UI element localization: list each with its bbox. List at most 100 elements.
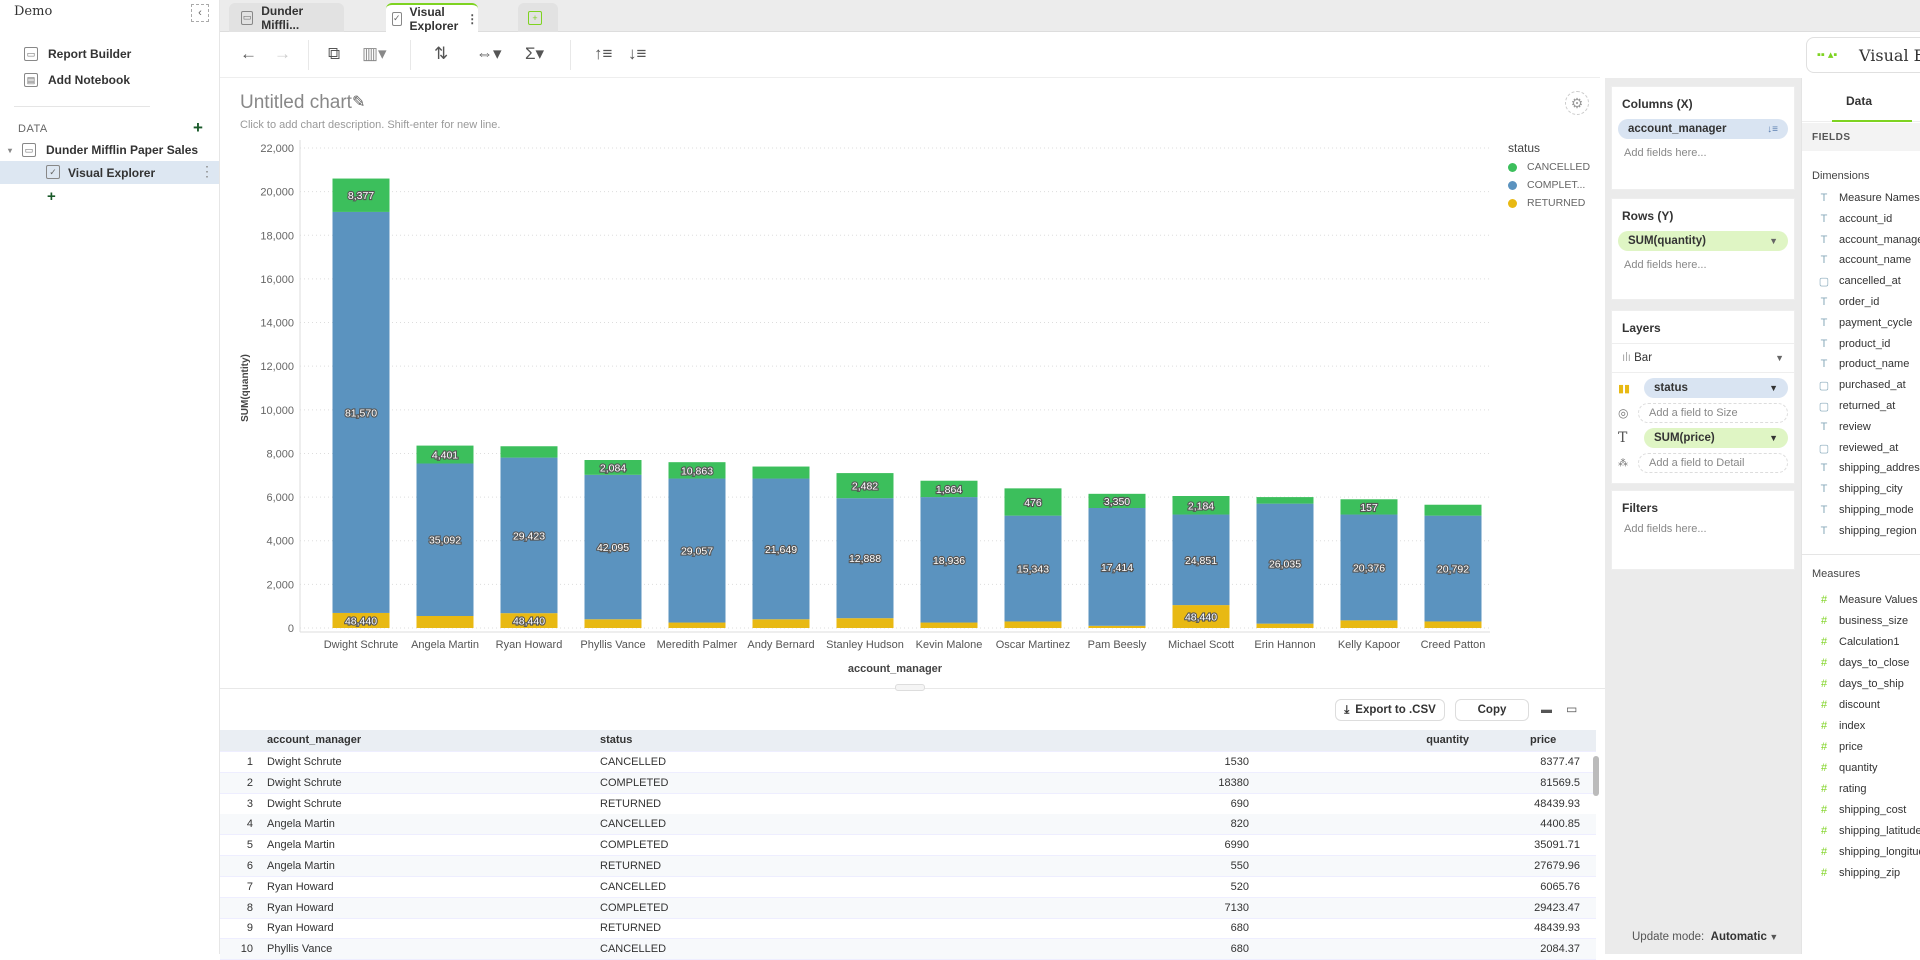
nav-report-builder[interactable]: ▭ Report Builder: [24, 47, 131, 61]
chart-settings-gear-icon[interactable]: ⚙: [1565, 91, 1589, 115]
more-options-icon[interactable]: ⋮: [200, 163, 214, 179]
sort-icon[interactable]: ↓≡: [1767, 123, 1778, 135]
bar-segment-cancelled[interactable]: [836, 473, 894, 499]
measure-field[interactable]: # rating: [1818, 783, 1867, 795]
table-row[interactable]: 7 Ryan Howard CANCELLED 520 6065.76: [220, 877, 1596, 898]
measure-field[interactable]: # days_to_ship: [1818, 678, 1904, 690]
detail-drop-zone[interactable]: Add a field to Detail: [1638, 453, 1788, 473]
bar-segment-completed[interactable]: [584, 474, 642, 620]
bar-segment-completed[interactable]: [668, 478, 726, 623]
collapse-sidebar-button[interactable]: ‹: [191, 4, 209, 22]
bar-segment-completed[interactable]: [1004, 515, 1062, 622]
bar-segment-completed[interactable]: [752, 478, 810, 620]
drop-placeholder[interactable]: Add fields here...: [1624, 523, 1707, 535]
bar-segment-cancelled[interactable]: [332, 178, 390, 212]
dimension-field[interactable]: ▢ returned_at: [1818, 400, 1895, 413]
table-row[interactable]: 1 Dwight Schrute CANCELLED 1530 8377.47: [220, 752, 1596, 773]
rows-field-pill[interactable]: SUM(quantity) ▼: [1618, 231, 1788, 251]
bar-segment-returned[interactable]: [332, 612, 390, 628]
bar-segment-completed[interactable]: [1088, 508, 1146, 626]
bar-segment-completed[interactable]: [1340, 514, 1398, 621]
table-row[interactable]: 6 Angela Martin RETURNED 550 27679.96: [220, 856, 1596, 877]
tree-item-dataset[interactable]: ▾ ▭ Dunder Mifflin Paper Sales: [8, 143, 198, 157]
bar-segment-completed[interactable]: [920, 497, 978, 623]
measure-field[interactable]: # days_to_close: [1818, 657, 1909, 669]
aggregate-icon[interactable]: Σ▾: [525, 44, 545, 63]
measure-field[interactable]: # shipping_zip: [1818, 867, 1900, 879]
bar-segment-completed[interactable]: [332, 211, 390, 613]
bar-segment-returned[interactable]: [668, 622, 726, 628]
undo-icon[interactable]: ←: [240, 44, 257, 63]
measure-field[interactable]: # index: [1818, 720, 1865, 732]
dimension-field[interactable]: ▢ purchased_at: [1818, 379, 1906, 392]
bar-segment-returned[interactable]: [920, 622, 978, 628]
chart-title[interactable]: Untitled chart: [240, 92, 352, 113]
bar-segment-cancelled[interactable]: [668, 462, 726, 479]
copy-button[interactable]: Copy: [1455, 699, 1529, 721]
more-options-icon[interactable]: ⋮: [466, 11, 479, 26]
sort-ascending-icon[interactable]: ↑≡: [594, 44, 613, 63]
measure-field[interactable]: # shipping_cost: [1818, 804, 1906, 816]
clear-chart-icon[interactable]: ▥▾: [362, 44, 387, 63]
bar-segment-completed[interactable]: [416, 463, 474, 616]
maximize-icon[interactable]: ▭: [1566, 702, 1578, 716]
table-row[interactable]: 4 Angela Martin CANCELLED 820 4400.85: [220, 814, 1596, 836]
bar-segment-returned[interactable]: [500, 613, 558, 628]
table-scrollbar[interactable]: [1593, 756, 1599, 796]
color-field-pill[interactable]: status ▼: [1644, 378, 1788, 398]
table-row[interactable]: 10 Phyllis Vance CANCELLED 680 2084.37: [220, 939, 1596, 960]
bar-segment-cancelled[interactable]: [584, 460, 642, 475]
table-row[interactable]: 8 Ryan Howard COMPLETED 7130 29423.47: [220, 897, 1596, 919]
export-csv-button[interactable]: ⤓ Export to .CSV: [1335, 699, 1445, 721]
columns-field-pill[interactable]: account_manager ↓≡: [1618, 119, 1788, 139]
label-field-pill[interactable]: SUM(price) ▼: [1644, 428, 1788, 448]
drop-placeholder[interactable]: Add fields here...: [1624, 147, 1707, 159]
bar-segment-completed[interactable]: [1172, 514, 1230, 606]
nav-add-notebook[interactable]: ▤ Add Notebook: [24, 73, 130, 87]
measure-field[interactable]: # Measure Values: [1818, 594, 1918, 606]
bar-segment-cancelled[interactable]: [1340, 499, 1398, 515]
bar-segment-cancelled[interactable]: [920, 480, 978, 498]
size-drop-zone[interactable]: Add a field to Size: [1638, 403, 1788, 423]
bar-segment-cancelled[interactable]: [1088, 493, 1146, 508]
dimension-field[interactable]: ▢ cancelled_at: [1818, 275, 1901, 288]
legend-item-completed[interactable]: COMPLET...: [1508, 179, 1590, 191]
legend-item-returned[interactable]: RETURNED: [1508, 197, 1590, 209]
bar-segment-cancelled[interactable]: [1172, 496, 1230, 515]
bar-segment-cancelled[interactable]: [1424, 504, 1482, 516]
update-mode-select[interactable]: Automatic: [1710, 931, 1767, 943]
bar-segment-completed[interactable]: [1424, 515, 1482, 622]
bar-segment-returned[interactable]: [1424, 621, 1482, 628]
table-row[interactable]: 5 Angela Martin COMPLETED 6990 35091.71: [220, 835, 1596, 857]
bar-segment-completed[interactable]: [500, 457, 558, 614]
measure-field[interactable]: # shipping_latitude: [1818, 825, 1920, 837]
bar-segment-completed[interactable]: [836, 498, 894, 619]
sort-descending-icon[interactable]: ↓≡: [628, 44, 647, 63]
bar-segment-returned[interactable]: [584, 619, 642, 628]
bar-segment-returned[interactable]: [416, 616, 474, 628]
bar-segment-returned[interactable]: [1340, 620, 1398, 628]
column-header[interactable]: status: [600, 734, 633, 746]
bar-segment-returned[interactable]: [1088, 625, 1146, 628]
column-header[interactable]: price: [1530, 734, 1557, 746]
table-row[interactable]: 2 Dwight Schrute COMPLETED 18380 81569.5: [220, 772, 1596, 794]
fit-icon[interactable]: ⇔▾: [476, 44, 502, 63]
chart-description[interactable]: Click to add chart description. Shift-en…: [240, 119, 501, 131]
dimension-field[interactable]: T Measure Names: [1818, 192, 1920, 204]
redo-icon[interactable]: →: [274, 44, 291, 63]
edit-pencil-icon[interactable]: ✎: [352, 94, 366, 111]
new-tab-button[interactable]: +: [518, 3, 558, 32]
bar-segment-cancelled[interactable]: [500, 446, 558, 458]
bar-segment-returned[interactable]: [1172, 605, 1230, 628]
measure-field[interactable]: # Calculation1: [1818, 636, 1900, 648]
bar-segment-cancelled[interactable]: [1256, 497, 1314, 504]
